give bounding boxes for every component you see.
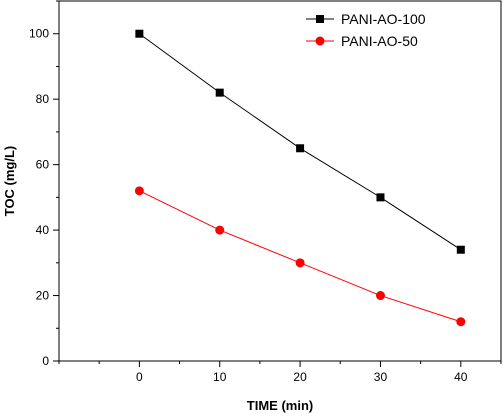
data-point <box>135 29 144 38</box>
data-point <box>456 245 465 254</box>
data-point <box>134 186 144 196</box>
legend-marker <box>316 15 324 23</box>
x-axis-title: TIME (min) <box>247 398 313 413</box>
plot-frame <box>58 0 502 362</box>
legend-label: PANI-AO-100 <box>341 11 426 27</box>
x-tick-label: 20 <box>293 370 307 384</box>
y-axis: 0 20 40 60 80 100 <box>29 0 59 368</box>
series-line <box>139 33 462 251</box>
y-tick-label: 80 <box>36 92 50 106</box>
series-layer <box>134 29 466 327</box>
y-tick-label: 100 <box>29 27 49 41</box>
legend-marker <box>315 36 325 46</box>
data-point <box>375 291 385 301</box>
legend-label: PANI-AO-50 <box>341 33 418 49</box>
legend: PANI-AO-100 PANI-AO-50 <box>306 11 426 49</box>
y-tick-label: 60 <box>36 158 50 172</box>
y-tick-label: 40 <box>36 223 50 237</box>
legend-entry: PANI-AO-100 <box>306 11 426 27</box>
legend-entry: PANI-AO-50 <box>306 33 418 49</box>
x-tick-label: 0 <box>136 370 143 384</box>
data-point <box>215 88 224 97</box>
x-tick-label: 10 <box>213 370 227 384</box>
data-point <box>376 193 385 202</box>
y-tick-label: 0 <box>42 354 49 368</box>
data-point <box>456 317 466 327</box>
data-point <box>295 258 305 268</box>
y-axis-title: TOC (mg/L) <box>2 146 17 217</box>
data-point <box>296 144 305 153</box>
x-tick-label: 40 <box>454 370 468 384</box>
y-tick-label: 20 <box>36 289 50 303</box>
x-axis: 0 10 20 30 40 <box>58 361 502 384</box>
series-line <box>139 190 461 323</box>
series-1 <box>135 29 465 254</box>
series-2 <box>134 186 466 327</box>
data-point <box>215 225 225 235</box>
x-tick-label: 30 <box>374 370 388 384</box>
